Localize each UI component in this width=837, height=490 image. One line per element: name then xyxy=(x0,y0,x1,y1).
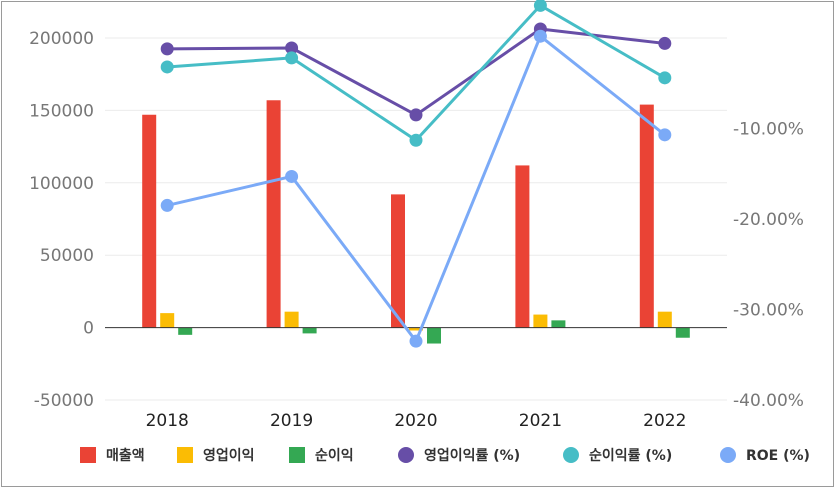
right-tick-label: -40.00% xyxy=(733,391,804,411)
legend-swatch xyxy=(563,447,579,463)
right-axis-ticks: -10.00% -20.00% -30.00% -40.00% xyxy=(733,120,804,412)
bar-2018-1 xyxy=(160,313,175,328)
bar-2018-2 xyxy=(178,327,193,335)
point-2-2021 xyxy=(533,29,547,43)
legend-swatch xyxy=(398,447,414,463)
line-series-group xyxy=(160,0,672,348)
left-tick-label: -50000 xyxy=(34,391,94,411)
bar-2022-2 xyxy=(675,327,690,338)
legend-label: ROE (%) xyxy=(746,448,810,464)
left-axis-ticks: 200000 150000 100000 50000 0 -50000 xyxy=(29,29,94,411)
bar-2021-0 xyxy=(515,165,530,328)
right-tick-label: -20.00% xyxy=(733,210,804,230)
bar-series-group xyxy=(142,100,690,344)
x-tick-label: 2019 xyxy=(270,411,313,431)
line-series-2 xyxy=(166,34,666,343)
legend-label: 순이익 xyxy=(315,447,354,464)
legend-label: 순이익률 (%) xyxy=(589,447,672,464)
left-tick-label: 150000 xyxy=(29,101,94,121)
legend-label: 영업이익률 (%) xyxy=(424,447,520,464)
left-tick-label: 0 xyxy=(83,319,94,339)
legend-swatch xyxy=(80,447,96,463)
point-2-2020 xyxy=(409,334,423,348)
bar-2018-0 xyxy=(142,114,157,328)
point-0-2019 xyxy=(285,41,299,55)
x-tick-label: 2018 xyxy=(146,411,189,431)
point-2-2018 xyxy=(160,198,174,212)
point-2-2019 xyxy=(285,169,299,183)
point-1-2020 xyxy=(409,133,423,147)
bar-2021-2 xyxy=(551,320,566,328)
left-tick-label: 200000 xyxy=(29,29,94,49)
x-tick-label: 2022 xyxy=(643,411,686,431)
left-tick-label: 100000 xyxy=(29,174,94,194)
x-axis-ticks: 2018 2019 2020 2021 2022 xyxy=(146,411,687,431)
legend-label: 영업이익 xyxy=(203,447,255,464)
bar-2019-0 xyxy=(266,100,281,328)
bar-2022-1 xyxy=(657,311,672,328)
legend-swatch xyxy=(177,447,193,463)
legend-swatch xyxy=(289,447,305,463)
bar-2020-0 xyxy=(391,194,405,328)
left-tick-label: 50000 xyxy=(40,246,94,266)
bar-2019-1 xyxy=(284,311,299,328)
right-tick-label: -10.00% xyxy=(733,120,804,140)
point-1-2018 xyxy=(160,60,174,74)
point-0-2018 xyxy=(160,42,174,56)
line-series-0 xyxy=(167,27,665,117)
legend-swatch xyxy=(720,447,736,463)
point-0-2022 xyxy=(658,36,672,50)
legend-label: 매출액 xyxy=(106,447,145,464)
point-1-2021 xyxy=(533,0,547,12)
bar-2020-1 xyxy=(409,327,423,331)
x-tick-label: 2021 xyxy=(519,411,562,431)
bar-2022-0 xyxy=(639,104,654,328)
x-tick-label: 2020 xyxy=(394,411,437,431)
bar-2019-2 xyxy=(302,327,317,334)
bar-2020-2 xyxy=(427,327,441,344)
point-2-2022 xyxy=(658,128,672,142)
point-1-2019 xyxy=(285,51,299,65)
point-1-2022 xyxy=(658,71,672,85)
legend: 매출액 영업이익 순이익 영업이익률 (%) 순이익률 (%) ROE (%) xyxy=(80,447,810,464)
point-0-2020 xyxy=(409,108,423,122)
bar-2021-1 xyxy=(533,314,548,328)
right-tick-label: -30.00% xyxy=(733,301,804,321)
